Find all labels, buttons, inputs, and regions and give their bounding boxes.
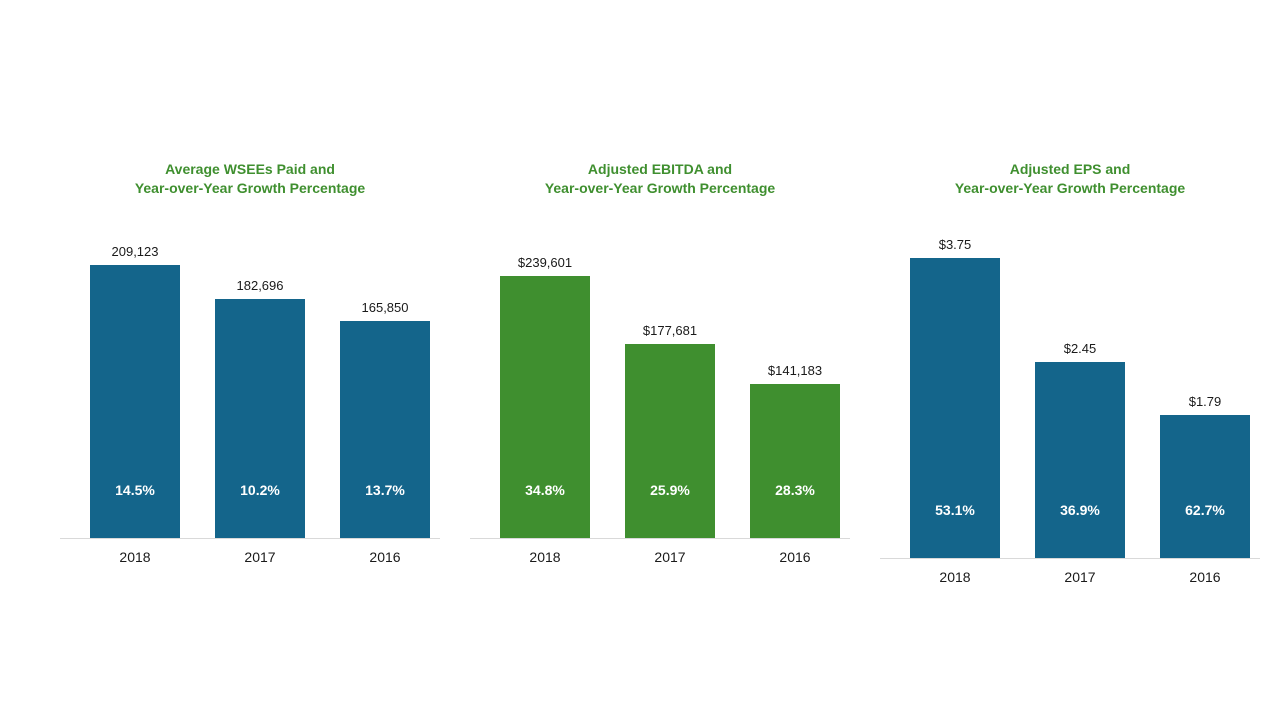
- bar: 165,850 13.7%: [340, 321, 430, 537]
- bar: $2.45 36.9%: [1035, 362, 1125, 558]
- bar-value-label: $177,681: [625, 323, 715, 338]
- x-tick: 2018: [500, 549, 590, 565]
- x-tick: 2017: [1035, 569, 1125, 585]
- chart-wsees: Average WSEEs Paid and Year-over-Year Gr…: [60, 160, 440, 569]
- bar-growth-label: 36.9%: [1035, 502, 1125, 518]
- chart-panel: Average WSEEs Paid and Year-over-Year Gr…: [0, 0, 1280, 720]
- plot-area: 209,123 14.5% 182,696 10.2% 165,850 13.7…: [60, 238, 440, 539]
- bar-rect: [1160, 415, 1250, 558]
- x-tick: 2017: [625, 549, 715, 565]
- chart-title: Average WSEEs Paid and Year-over-Year Gr…: [60, 160, 440, 198]
- bar: $141,183 28.3%: [750, 384, 840, 538]
- plot-area: $3.75 53.1% $2.45 36.9% $1.79 62.7%: [880, 238, 1260, 559]
- bar-rect: [215, 299, 305, 537]
- bar-growth-label: 28.3%: [750, 482, 840, 498]
- x-axis: 2018 2017 2016: [470, 539, 850, 569]
- bar-value-label: $3.75: [910, 237, 1000, 252]
- chart-eps: Adjusted EPS and Year-over-Year Growth P…: [880, 160, 1260, 589]
- x-axis: 2018 2017 2016: [880, 559, 1260, 589]
- bar-rect: [500, 276, 590, 537]
- x-tick: 2018: [90, 549, 180, 565]
- bar: $177,681 25.9%: [625, 344, 715, 538]
- bar: $239,601 34.8%: [500, 276, 590, 537]
- bar: 209,123 14.5%: [90, 265, 180, 538]
- bar-value-label: 165,850: [340, 300, 430, 315]
- chart-title: Adjusted EPS and Year-over-Year Growth P…: [880, 160, 1260, 198]
- bar-growth-label: 53.1%: [910, 502, 1000, 518]
- x-tick: 2017: [215, 549, 305, 565]
- bar: $1.79 62.7%: [1160, 415, 1250, 558]
- bar-growth-label: 13.7%: [340, 482, 430, 498]
- bar-growth-label: 10.2%: [215, 482, 305, 498]
- bar-value-label: 182,696: [215, 278, 305, 293]
- x-axis: 2018 2017 2016: [60, 539, 440, 569]
- x-tick: 2018: [910, 569, 1000, 585]
- bar-growth-label: 34.8%: [500, 482, 590, 498]
- chart-ebitda: Adjusted EBITDA and Year-over-Year Growt…: [470, 160, 850, 569]
- x-tick: 2016: [1160, 569, 1250, 585]
- bar-growth-label: 62.7%: [1160, 502, 1250, 518]
- x-tick: 2016: [340, 549, 430, 565]
- plot-area: $239,601 34.8% $177,681 25.9% $141,183 2…: [470, 238, 850, 539]
- bar-value-label: 209,123: [90, 244, 180, 259]
- bar-growth-label: 25.9%: [625, 482, 715, 498]
- x-tick: 2016: [750, 549, 840, 565]
- bar-value-label: $239,601: [500, 255, 590, 270]
- bar-rect: [625, 344, 715, 538]
- chart-title: Adjusted EBITDA and Year-over-Year Growt…: [470, 160, 850, 198]
- bar-value-label: $141,183: [750, 363, 840, 378]
- bar-value-label: $1.79: [1160, 394, 1250, 409]
- bar: $3.75 53.1%: [910, 258, 1000, 558]
- bar: 182,696 10.2%: [215, 299, 305, 537]
- bar-rect: [340, 321, 430, 537]
- bar-value-label: $2.45: [1035, 341, 1125, 356]
- bar-rect: [1035, 362, 1125, 558]
- bar-growth-label: 14.5%: [90, 482, 180, 498]
- bar-rect: [750, 384, 840, 538]
